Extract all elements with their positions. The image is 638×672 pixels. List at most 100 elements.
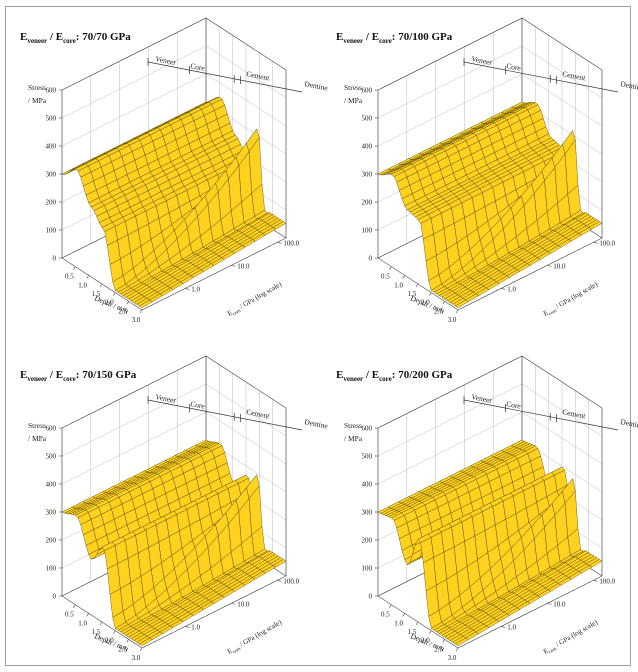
chart-title: Eveneer / Ecore: 70/200 GPa <box>336 369 453 383</box>
z-tick-label: 400 <box>46 143 57 151</box>
title-sub-core: core <box>379 37 392 45</box>
x-axis-label: Depth / mm <box>409 294 446 316</box>
title-sub-veneer: veneer <box>343 375 363 383</box>
z-tick-label: 400 <box>362 143 373 151</box>
z-tick-label: 0 <box>369 255 373 263</box>
x-tick-label: 0.5 <box>381 611 390 619</box>
title-sub-core: core <box>379 375 392 383</box>
y-tick-label: 1.0 <box>191 623 200 631</box>
layer-axis-line <box>463 399 619 431</box>
y-tick-label: 1.0 <box>507 285 516 293</box>
x-tick-label: 2.0 <box>105 299 114 307</box>
z-axis-label-line2: / MPa <box>344 434 363 443</box>
z-tick-label: 200 <box>46 199 57 207</box>
y-label-suffix: / GPa (log scale) <box>237 280 284 312</box>
y-tick <box>501 288 506 290</box>
y-tick-label: 1.0 <box>191 285 200 293</box>
x-tick-label: 1.0 <box>78 619 87 627</box>
top-edge <box>61 17 287 91</box>
y-tick-label: 100.0 <box>283 577 299 585</box>
y-label-suffix: / GPa (log scale) <box>553 618 600 650</box>
layer-label-core: Core <box>190 399 207 411</box>
y-label-sub: cem <box>548 309 558 318</box>
y-label-prefix: E <box>226 309 234 318</box>
x-tick-label: 2.5 <box>434 307 443 315</box>
chart-panel-3: Eveneer / Ecore: 70/150 GPa 0 100 200 300 400… <box>20 355 329 662</box>
layer-label-veneer: Veneer <box>155 392 178 405</box>
top-edge <box>377 355 603 429</box>
x-tick-label: 1.0 <box>394 619 403 627</box>
z-tick-label: 100 <box>362 565 373 573</box>
surface-patch <box>138 637 153 647</box>
z-axis-label-line1: Stress <box>28 83 46 92</box>
x-tick-label: 1.0 <box>394 281 403 289</box>
title-sub-core: core <box>63 37 76 45</box>
y-label-sub: cem <box>232 647 242 656</box>
y-label-prefix: E <box>542 647 550 656</box>
z-tick-label: 200 <box>46 537 57 545</box>
z-tick-label: 300 <box>46 509 57 517</box>
x-tick-label: 3.0 <box>132 654 141 662</box>
x-tick-label: 0.5 <box>65 611 74 619</box>
z-tick-label: 0 <box>369 593 373 601</box>
x-tick <box>73 266 76 270</box>
y-tick-label: 100.0 <box>599 239 615 247</box>
surface <box>61 96 287 309</box>
surface-patch <box>454 637 469 647</box>
y-label-sub: cem <box>548 647 558 656</box>
z-axis-label-line2: / MPa <box>28 434 47 443</box>
layer-label-dentine: Dentine <box>304 79 330 92</box>
x-tick-label: 0.5 <box>381 273 390 281</box>
x-tick-label: 1.0 <box>78 281 87 289</box>
y-tick-label: 100.0 <box>599 577 615 585</box>
y-tick <box>231 603 236 605</box>
y-tick <box>547 603 552 605</box>
x-tick <box>99 621 103 626</box>
layer-axis-line <box>147 61 303 93</box>
x-tick <box>429 630 432 634</box>
z-axis-label-line1: Stress <box>344 421 362 430</box>
z-tick-label: 600 <box>46 87 57 95</box>
y-tick <box>185 288 190 290</box>
z-tick-label: 600 <box>362 425 373 433</box>
title-sub-veneer: veneer <box>343 37 363 45</box>
x-tick <box>86 613 89 617</box>
z-tick-label: 100 <box>46 227 57 235</box>
layer-label-cement: Cement <box>562 69 588 82</box>
layer-label-core: Core <box>506 399 523 411</box>
z-axis-label-line1: Stress <box>28 421 46 430</box>
layer-label-dentine: Dentine <box>620 79 638 92</box>
layer-label-cement: Cement <box>562 407 588 420</box>
y-tick-label: 10.0 <box>237 262 250 270</box>
z-tick-label: 100 <box>362 227 373 235</box>
x-tick <box>139 309 143 314</box>
z-axis-label-line2: / MPa <box>28 96 47 105</box>
surface-patch <box>454 299 469 309</box>
layer-label-cement: Cement <box>246 407 272 420</box>
y-tick-label: 10.0 <box>553 600 566 608</box>
title-ratio: : 70/150 GPa <box>76 369 137 381</box>
y-tick <box>593 580 598 582</box>
x-tick-label: 2.0 <box>421 299 430 307</box>
z-tick-label: 500 <box>362 115 373 123</box>
x-tick <box>402 275 405 279</box>
layer-label-veneer: Veneer <box>471 392 494 405</box>
y-tick <box>185 626 190 628</box>
x-tick <box>389 604 392 608</box>
y-axis-label: Ecem / GPa (log scale) <box>226 618 285 658</box>
chart-title: Eveneer / Ecore: 70/150 GPa <box>20 369 137 383</box>
layer-label-cement: Cement <box>246 69 272 82</box>
y-tick <box>501 626 506 628</box>
title-e-prefix: E <box>20 31 27 43</box>
x-tick <box>73 604 76 608</box>
z-tick-label: 500 <box>362 453 373 461</box>
title-separator: / E <box>47 369 63 381</box>
y-label-suffix: / GPa (log scale) <box>237 618 284 650</box>
x-tick <box>415 283 419 288</box>
y-tick <box>593 242 598 244</box>
layer-label-veneer: Veneer <box>471 54 494 67</box>
x-tick-label: 2.0 <box>421 637 430 645</box>
z-tick-label: 0 <box>53 593 57 601</box>
surface <box>61 439 287 647</box>
